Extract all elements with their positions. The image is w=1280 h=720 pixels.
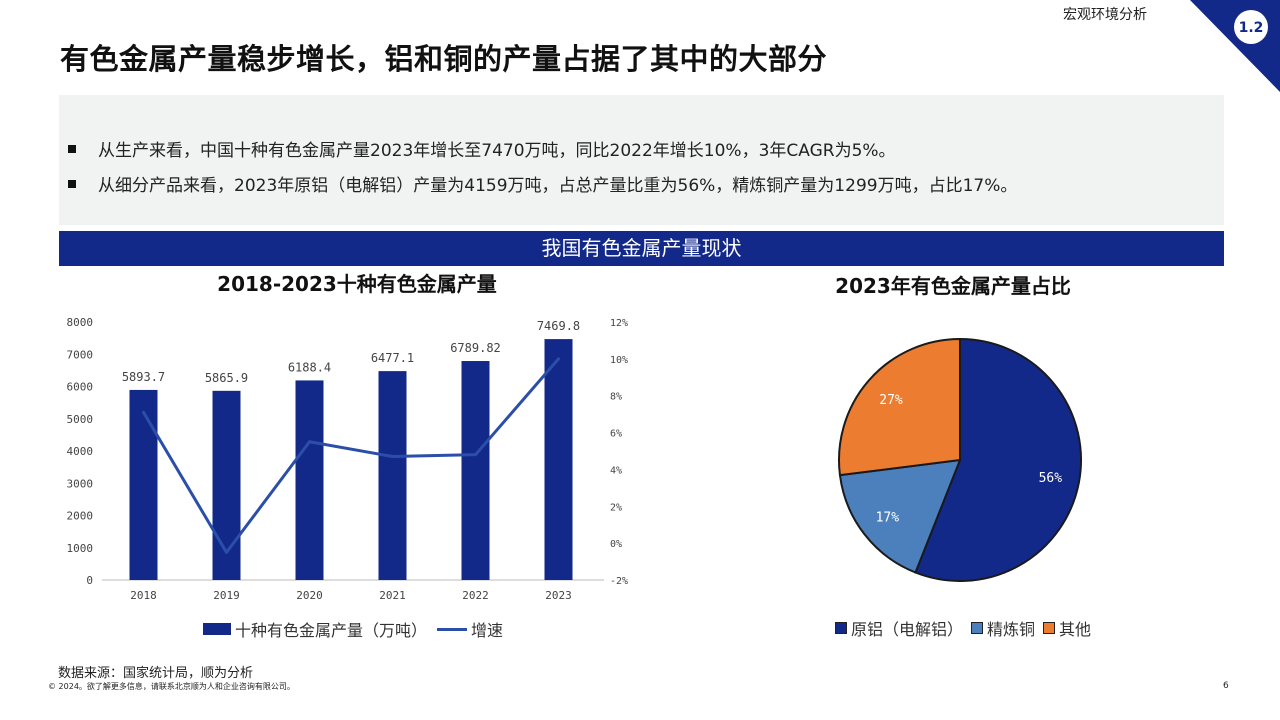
legend-label: 其他 (1059, 620, 1092, 639)
growth-rate-point (225, 550, 228, 554)
y-right-tick-label: 0% (610, 539, 622, 550)
y-left-tick-label: 1000 (67, 542, 94, 555)
bullet-square-icon (68, 179, 76, 188)
y-right-tick-label: 6% (610, 429, 622, 440)
bar-data-label: 6477.1 (371, 351, 414, 365)
y-left-tick-label: 6000 (67, 381, 94, 394)
legend-bar-label: 十种有色金属产量（万吨） (235, 621, 428, 640)
pie-chart-title: 2023年有色金属产量占比 (835, 274, 1071, 298)
y-right-tick-label: 8% (610, 392, 622, 403)
growth-rate-point (142, 410, 145, 414)
legend-item: 原铝（电解铝） (835, 616, 963, 640)
legend-line-swatch (437, 627, 468, 631)
pie-slice (838, 458, 962, 574)
legend-item: 精炼铜 (971, 616, 1035, 640)
legend-item: 其他 (1043, 616, 1091, 640)
legend-swatch (835, 622, 847, 634)
pie-slice (914, 337, 1082, 582)
y-left-tick-label: 0 (86, 574, 93, 587)
x-tick-label: 2023 (545, 589, 572, 602)
growth-rate-point (308, 440, 311, 444)
legend-label: 精炼铜 (987, 620, 1036, 639)
y-right-tick-label: 12% (610, 318, 628, 329)
pie-chart-legend: 原铝（电解铝） 精炼铜 其他 (835, 616, 1099, 640)
pie-slice-label: 27% (879, 393, 903, 408)
section-label: 宏观环境分析 (1063, 7, 1147, 23)
bar (212, 390, 241, 580)
x-tick-label: 2018 (130, 589, 157, 602)
y-left-tick-label: 7000 (67, 348, 94, 361)
summary-box (59, 95, 1224, 225)
bar (378, 371, 407, 580)
bar-data-label: 5865.9 (205, 371, 248, 385)
production-share-pie-chart: 56% 17% 27% (838, 337, 1082, 582)
y-left-tick-label: 5000 (67, 413, 94, 426)
growth-rate-point (557, 357, 560, 361)
bar (295, 380, 324, 580)
pie-slice-label: 56% (1039, 471, 1063, 486)
legend-line-label: 增速 (471, 621, 504, 640)
bullet-square-icon (68, 144, 76, 153)
legend-swatch (1043, 622, 1056, 634)
bar-data-label: 7469.8 (537, 319, 580, 333)
growth-rate-point (474, 453, 477, 457)
bullet-text: 从细分产品来看，2023年原铝（电解铝）产量为4159万吨，占总产量比重为56%… (98, 176, 1018, 196)
x-tick-label: 2019 (213, 589, 240, 602)
production-bar-line-chart: 0 1000 2000 3000 4000 5000 6000 7000 8000 -2% 0% 2%… (67, 316, 629, 602)
x-tick-label: 2021 (379, 589, 406, 602)
x-tick-label: 2022 (462, 589, 489, 602)
growth-rate-point (391, 455, 394, 459)
bar-chart-legend: 十种有色金属产量（万吨） 增速 (203, 617, 503, 641)
y-right-tick-label: 10% (610, 355, 628, 366)
bar-chart-title: 2018-2023十种有色金属产量 (217, 272, 497, 296)
data-source: 数据来源：国家统计局，顺为分析 (58, 666, 254, 681)
copyright: © 2024。欲了解更多信息，请联系北京顺为人和企业咨询有限公司。 (48, 682, 295, 691)
y-left-tick-label: 4000 (67, 445, 94, 458)
y-left-tick-label: 3000 (67, 477, 94, 490)
y-left-tick-label: 8000 (67, 316, 94, 329)
legend-label: 原铝（电解铝） (851, 620, 964, 639)
page-number: 6 (1223, 681, 1229, 691)
legend-bar-swatch (203, 623, 231, 635)
bar-data-label: 6789.82 (450, 341, 501, 355)
pie-slice-label: 17% (876, 510, 900, 525)
growth-rate-line (142, 357, 560, 554)
page-title: 有色金属产量稳步增长，铝和铜的产量占据了其中的大部分 (60, 42, 828, 76)
y-right-tick-label: 4% (610, 465, 622, 476)
legend-swatch (971, 622, 984, 634)
bar (544, 339, 573, 580)
section-number: 1.2 (1239, 20, 1264, 36)
bullet-text: 从生产来看，中国十种有色金属产量2023年增长至7470万吨，同比2022年增长… (98, 141, 896, 161)
y-right-tick-label: -2% (610, 576, 628, 587)
bar (461, 361, 490, 580)
bar-data-label: 5893.7 (122, 370, 165, 384)
bar-data-label: 6188.4 (288, 360, 331, 374)
summary-bullet: 从生产来看，中国十种有色金属产量2023年增长至7470万吨，同比2022年增长… (68, 136, 896, 161)
y-right-tick-label: 2% (610, 502, 622, 513)
y-left-tick-label: 2000 (67, 510, 94, 523)
bar (129, 389, 158, 580)
x-tick-label: 2020 (296, 589, 323, 602)
pie-slice (838, 337, 961, 477)
section-corner-badge: 1.2 (1190, 0, 1280, 92)
summary-bullet: 从细分产品来看，2023年原铝（电解铝）产量为4159万吨，占总产量比重为56%… (68, 171, 1017, 196)
section-banner: 我国有色金属产量现状 (59, 231, 1224, 266)
